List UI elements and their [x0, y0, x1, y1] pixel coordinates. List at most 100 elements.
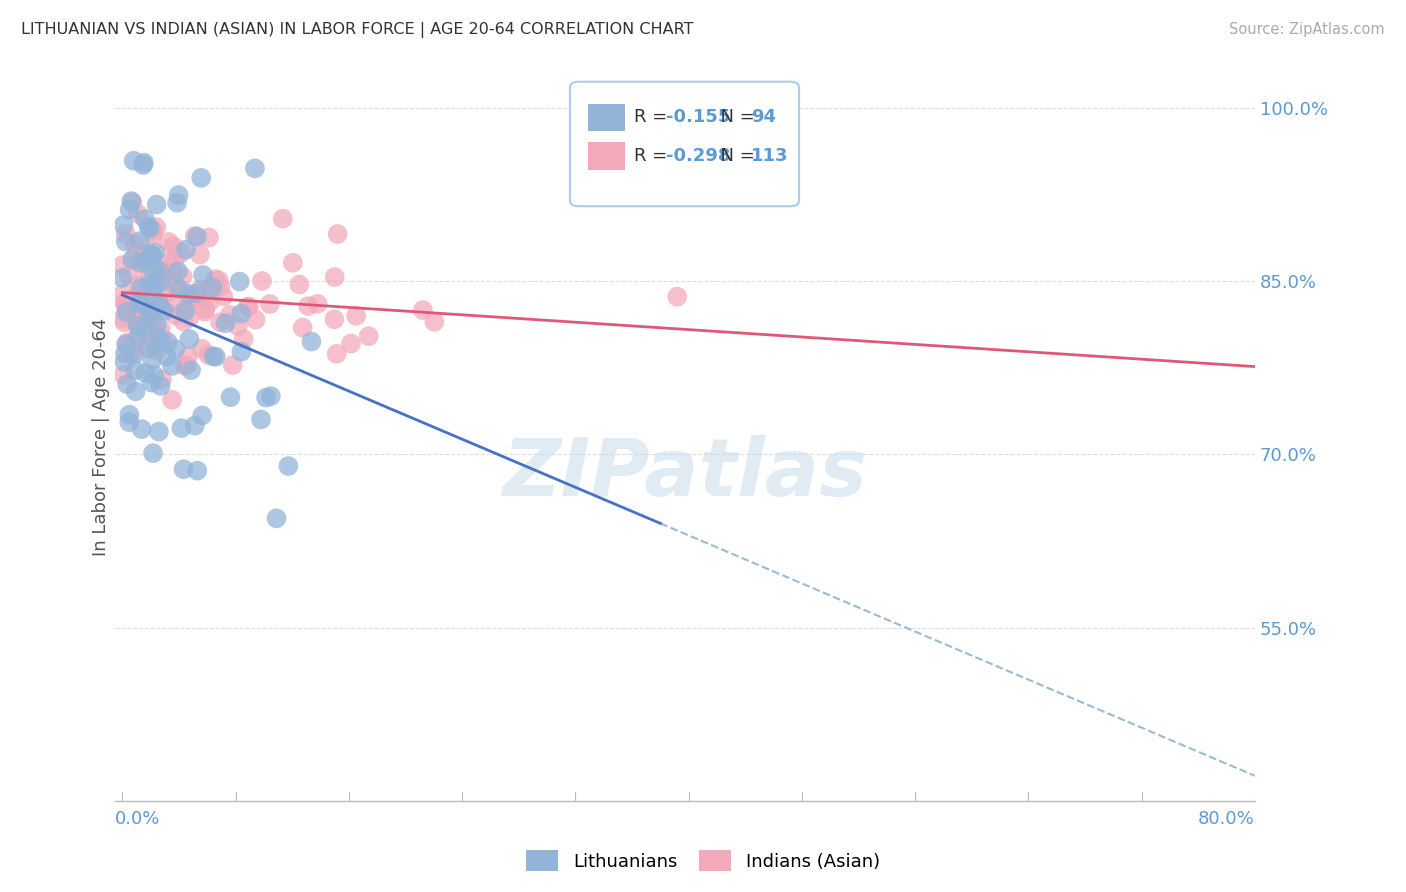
Point: [254, 391, 277, 405]
Point: [118, 202, 141, 217]
Point: [141, 353, 163, 368]
Point: [138, 221, 160, 235]
Point: [114, 235, 136, 249]
Point: [112, 355, 135, 369]
Point: [131, 422, 153, 436]
Point: [128, 296, 150, 310]
Point: [156, 350, 179, 364]
Point: [186, 285, 208, 300]
Point: [162, 239, 184, 253]
Point: [138, 305, 160, 319]
Point: [118, 408, 141, 422]
Point: [173, 359, 195, 373]
Point: [323, 270, 346, 285]
Point: [157, 285, 180, 300]
Point: [142, 446, 165, 460]
Point: [139, 247, 162, 261]
Point: [114, 295, 136, 310]
Point: [184, 418, 207, 433]
Point: [323, 312, 346, 326]
Point: [115, 305, 138, 319]
Point: [121, 252, 143, 267]
Point: [131, 285, 153, 300]
Text: R =: R =: [634, 147, 672, 165]
Point: [149, 302, 172, 317]
Point: [179, 287, 201, 301]
Point: [114, 227, 136, 241]
Point: [160, 359, 183, 373]
Text: LITHUANIAN VS INDIAN (ASIAN) IN LABOR FORCE | AGE 20-64 CORRELATION CHART: LITHUANIAN VS INDIAN (ASIAN) IN LABOR FO…: [21, 22, 693, 38]
Point: [150, 372, 173, 386]
Point: [145, 343, 167, 358]
Point: [148, 333, 170, 347]
Point: [291, 320, 314, 334]
Point: [325, 347, 347, 361]
Point: [191, 268, 214, 282]
Point: [115, 337, 138, 351]
Point: [112, 311, 135, 326]
Point: [155, 273, 177, 287]
Point: [145, 220, 167, 235]
Point: [153, 304, 176, 318]
Point: [150, 330, 173, 344]
Point: [190, 282, 212, 296]
Point: [231, 307, 253, 321]
Point: [174, 243, 197, 257]
Point: [191, 409, 214, 423]
Point: [129, 257, 152, 271]
Point: [124, 341, 146, 355]
Point: [111, 258, 134, 272]
Point: [145, 339, 167, 353]
Point: [111, 271, 134, 285]
Point: [148, 293, 170, 308]
Point: [259, 297, 281, 311]
Point: [666, 290, 689, 304]
Point: [143, 368, 166, 382]
Point: [121, 195, 143, 210]
Point: [163, 253, 186, 268]
Point: [129, 294, 152, 309]
Point: [167, 264, 190, 278]
Point: [122, 334, 145, 348]
Point: [167, 282, 190, 296]
Point: [219, 390, 242, 404]
Point: [118, 347, 141, 361]
Point: [122, 313, 145, 327]
Point: [173, 315, 195, 329]
Point: [149, 262, 172, 277]
Point: [112, 218, 135, 232]
Point: [193, 287, 215, 301]
Point: [112, 315, 135, 329]
Point: [197, 348, 219, 362]
Point: [204, 272, 226, 286]
Point: [115, 297, 138, 311]
Point: [260, 389, 283, 403]
Point: [226, 319, 249, 334]
Point: [222, 358, 245, 372]
Point: [134, 321, 156, 335]
Point: [142, 288, 165, 302]
Point: [141, 227, 163, 242]
Point: [162, 267, 184, 281]
Point: [214, 316, 236, 330]
Point: [208, 273, 231, 287]
Point: [117, 268, 139, 283]
Point: [170, 246, 193, 260]
Point: [118, 295, 141, 310]
Point: [288, 277, 311, 292]
Text: N =: N =: [709, 147, 761, 165]
Point: [142, 249, 165, 263]
Point: [138, 342, 160, 356]
Point: [129, 255, 152, 269]
Point: [142, 262, 165, 277]
Text: 80.0%: 80.0%: [1198, 811, 1256, 829]
Point: [357, 329, 380, 343]
Point: [120, 302, 142, 317]
Point: [122, 153, 145, 168]
Point: [112, 368, 135, 382]
Point: [412, 303, 434, 318]
Text: R =: R =: [634, 109, 672, 127]
Point: [202, 350, 225, 364]
Point: [218, 308, 240, 322]
Point: [167, 188, 190, 202]
